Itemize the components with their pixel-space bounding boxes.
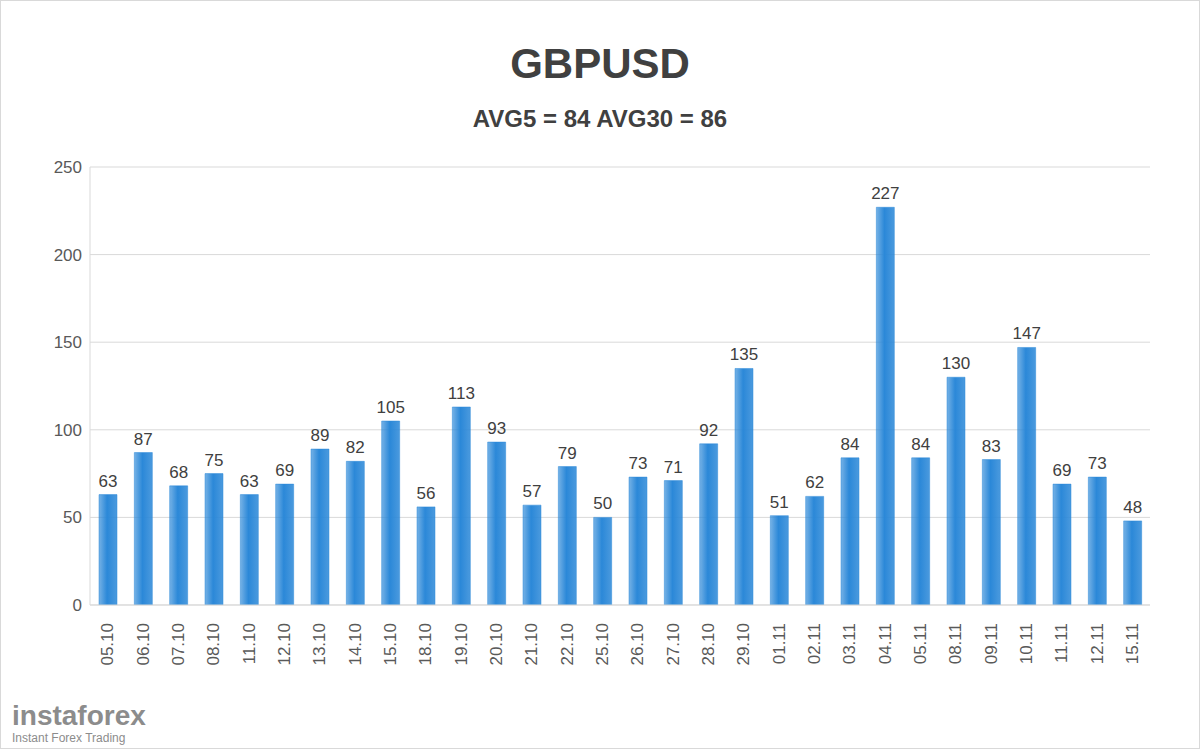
svg-text:200: 200 <box>54 246 82 265</box>
svg-text:69: 69 <box>275 461 294 480</box>
svg-text:15.10: 15.10 <box>381 623 400 666</box>
svg-text:63: 63 <box>99 472 118 491</box>
svg-text:03.11: 03.11 <box>840 623 859 664</box>
svg-text:87: 87 <box>134 430 153 449</box>
svg-text:15.11: 15.11 <box>1123 623 1142 664</box>
svg-text:08.11: 08.11 <box>946 623 965 664</box>
svg-text:73: 73 <box>629 454 648 473</box>
svg-text:150: 150 <box>54 333 82 352</box>
svg-text:11.10: 11.10 <box>240 623 259 664</box>
svg-text:63: 63 <box>240 472 259 491</box>
svg-text:89: 89 <box>311 426 330 445</box>
svg-text:06.10: 06.10 <box>134 623 153 666</box>
svg-text:18.10: 18.10 <box>416 623 435 666</box>
svg-text:11.11: 11.11 <box>1052 623 1071 663</box>
svg-text:12.10: 12.10 <box>275 623 294 666</box>
svg-text:27.10: 27.10 <box>664 623 683 666</box>
svg-text:250: 250 <box>54 158 82 177</box>
svg-text:05.11: 05.11 <box>911 623 930 664</box>
svg-text:01.11: 01.11 <box>770 623 789 664</box>
svg-text:92: 92 <box>699 421 718 440</box>
svg-text:50: 50 <box>63 508 82 527</box>
svg-text:0: 0 <box>73 596 82 615</box>
svg-text:130: 130 <box>942 354 970 373</box>
svg-text:48: 48 <box>1123 498 1142 517</box>
svg-text:69: 69 <box>1053 461 1072 480</box>
svg-text:10.11: 10.11 <box>1017 623 1036 664</box>
svg-text:113: 113 <box>448 384 475 403</box>
svg-text:28.10: 28.10 <box>699 623 718 666</box>
svg-text:62: 62 <box>805 473 824 492</box>
html-text:instaforex: instaforex <box>12 700 146 731</box>
svg-text:08.10: 08.10 <box>204 623 223 666</box>
svg-text:25.10: 25.10 <box>593 623 612 666</box>
svg-text:84: 84 <box>911 435 930 454</box>
svg-text:07.10: 07.10 <box>169 623 188 666</box>
svg-text:135: 135 <box>730 345 758 364</box>
svg-text:73: 73 <box>1088 454 1107 473</box>
svg-text:21.10: 21.10 <box>522 623 541 666</box>
svg-text:50: 50 <box>593 494 612 513</box>
svg-text:13.10: 13.10 <box>310 623 329 666</box>
svg-text:51: 51 <box>770 493 789 512</box>
svg-text:12.11: 12.11 <box>1088 623 1107 664</box>
svg-text:04.11: 04.11 <box>876 623 895 664</box>
svg-text:82: 82 <box>346 438 365 457</box>
svg-text:56: 56 <box>417 484 436 503</box>
svg-text:05.10: 05.10 <box>98 623 117 666</box>
svg-text:105: 105 <box>376 398 404 417</box>
svg-text:79: 79 <box>558 444 577 463</box>
svg-text:09.11: 09.11 <box>982 623 1001 664</box>
html-text:GBPUSD: GBPUSD <box>510 40 690 87</box>
svg-text:100: 100 <box>54 421 82 440</box>
svg-text:02.11: 02.11 <box>805 623 824 664</box>
svg-text:14.10: 14.10 <box>346 623 365 666</box>
html-text:Instant Forex Trading: Instant Forex Trading <box>12 731 126 745</box>
svg-text:22.10: 22.10 <box>558 623 577 666</box>
svg-text:147: 147 <box>1012 324 1040 343</box>
svg-text:29.10: 29.10 <box>734 623 753 666</box>
svg-text:75: 75 <box>205 451 224 470</box>
svg-text:20.10: 20.10 <box>487 623 506 666</box>
svg-text:83: 83 <box>982 437 1001 456</box>
svg-text:71: 71 <box>664 458 683 477</box>
svg-text:93: 93 <box>487 419 506 438</box>
svg-text:227: 227 <box>871 184 899 203</box>
html-text:AVG5 = 84 AVG30 = 86: AVG5 = 84 AVG30 = 86 <box>472 105 728 132</box>
svg-text:26.10: 26.10 <box>628 623 647 666</box>
svg-text:57: 57 <box>523 482 542 501</box>
svg-text:84: 84 <box>841 435 860 454</box>
svg-text:19.10: 19.10 <box>452 623 471 666</box>
svg-text:68: 68 <box>169 463 188 482</box>
